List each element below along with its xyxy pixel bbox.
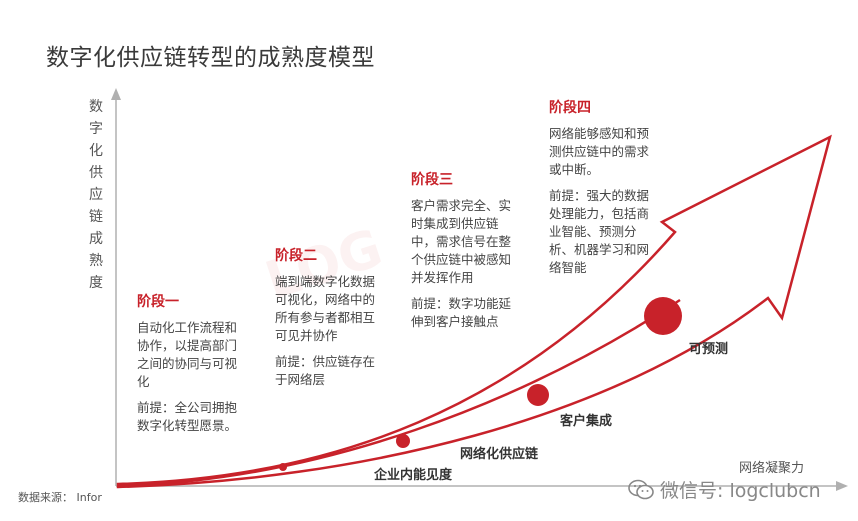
stage-description: 网络能够感知和预测供应链中的需求或中断。 [549, 126, 650, 177]
milestone-dot-2 [396, 434, 410, 448]
milestone-dot-1 [279, 463, 287, 471]
stage-1: 阶段一 自动化工作流程和协作，以提高部门之间的协同与可视化 前提：全公司拥抱数字… [137, 291, 249, 435]
wechat-icon [628, 479, 654, 499]
stage-premise: 前提：强大的数据处理能力，包括商业智能、预测分析、机器学习和网络智能 [549, 188, 650, 275]
milestone-label-4: 可预测 [689, 342, 729, 357]
source-note: 数据来源： Infor [18, 491, 102, 504]
stage-3: 阶段三 客户需求完全、实时集成到供应链中，需求信号在整个供应链中被感知并发挥作用… [411, 169, 519, 331]
page-title: 数字化供应链转型的成熟度模型 [46, 45, 375, 71]
y-axis-label: 数字化供应链成熟度 [89, 99, 103, 291]
stage-premise: 前提：供应链存在于网络层 [275, 354, 376, 387]
maturity-curve [117, 298, 681, 488]
wechat-id: 微信号: logclubcn [660, 480, 821, 502]
stage-premise: 前提：全公司拥抱数字化转型愿景。 [137, 400, 238, 433]
x-axis-label: 网络凝聚力 [739, 461, 805, 476]
milestone-dot-4 [644, 297, 682, 335]
y-axis [111, 88, 121, 486]
stage-description: 客户需求完全、实时集成到供应链中，需求信号在整个供应链中被感知并发挥作用 [411, 198, 512, 285]
milestone-label-3: 客户集成 [560, 414, 613, 429]
stage-title: 阶段四 [549, 100, 591, 116]
growth-arrow [116, 134, 832, 489]
stage-description: 端到端数字化数据可视化，网络中的所有参与者都相互可见并协作 [275, 274, 376, 343]
milestone-label-1: 企业内能见度 [374, 468, 453, 483]
milestone-dot-3 [527, 384, 549, 406]
wechat-badge: 微信号: logclubcn [628, 476, 821, 503]
x-axis [116, 481, 848, 491]
stage-4: 阶段四 网络能够感知和预测供应链中的需求或中断。 前提：强大的数据处理能力，包括… [549, 97, 659, 277]
milestone-label-2: 网络化供应链 [460, 447, 539, 462]
stage-description: 自动化工作流程和协作，以提高部门之间的协同与可视化 [137, 320, 238, 389]
stage-2: 阶段二 端到端数字化数据可视化，网络中的所有参与者都相互可见并协作 前提：供应链… [275, 245, 385, 389]
stage-title: 阶段三 [411, 172, 453, 188]
stage-title: 阶段一 [137, 294, 179, 310]
stage-premise: 前提：数字功能延伸到客户接触点 [411, 296, 512, 329]
stage-title: 阶段二 [275, 248, 317, 264]
